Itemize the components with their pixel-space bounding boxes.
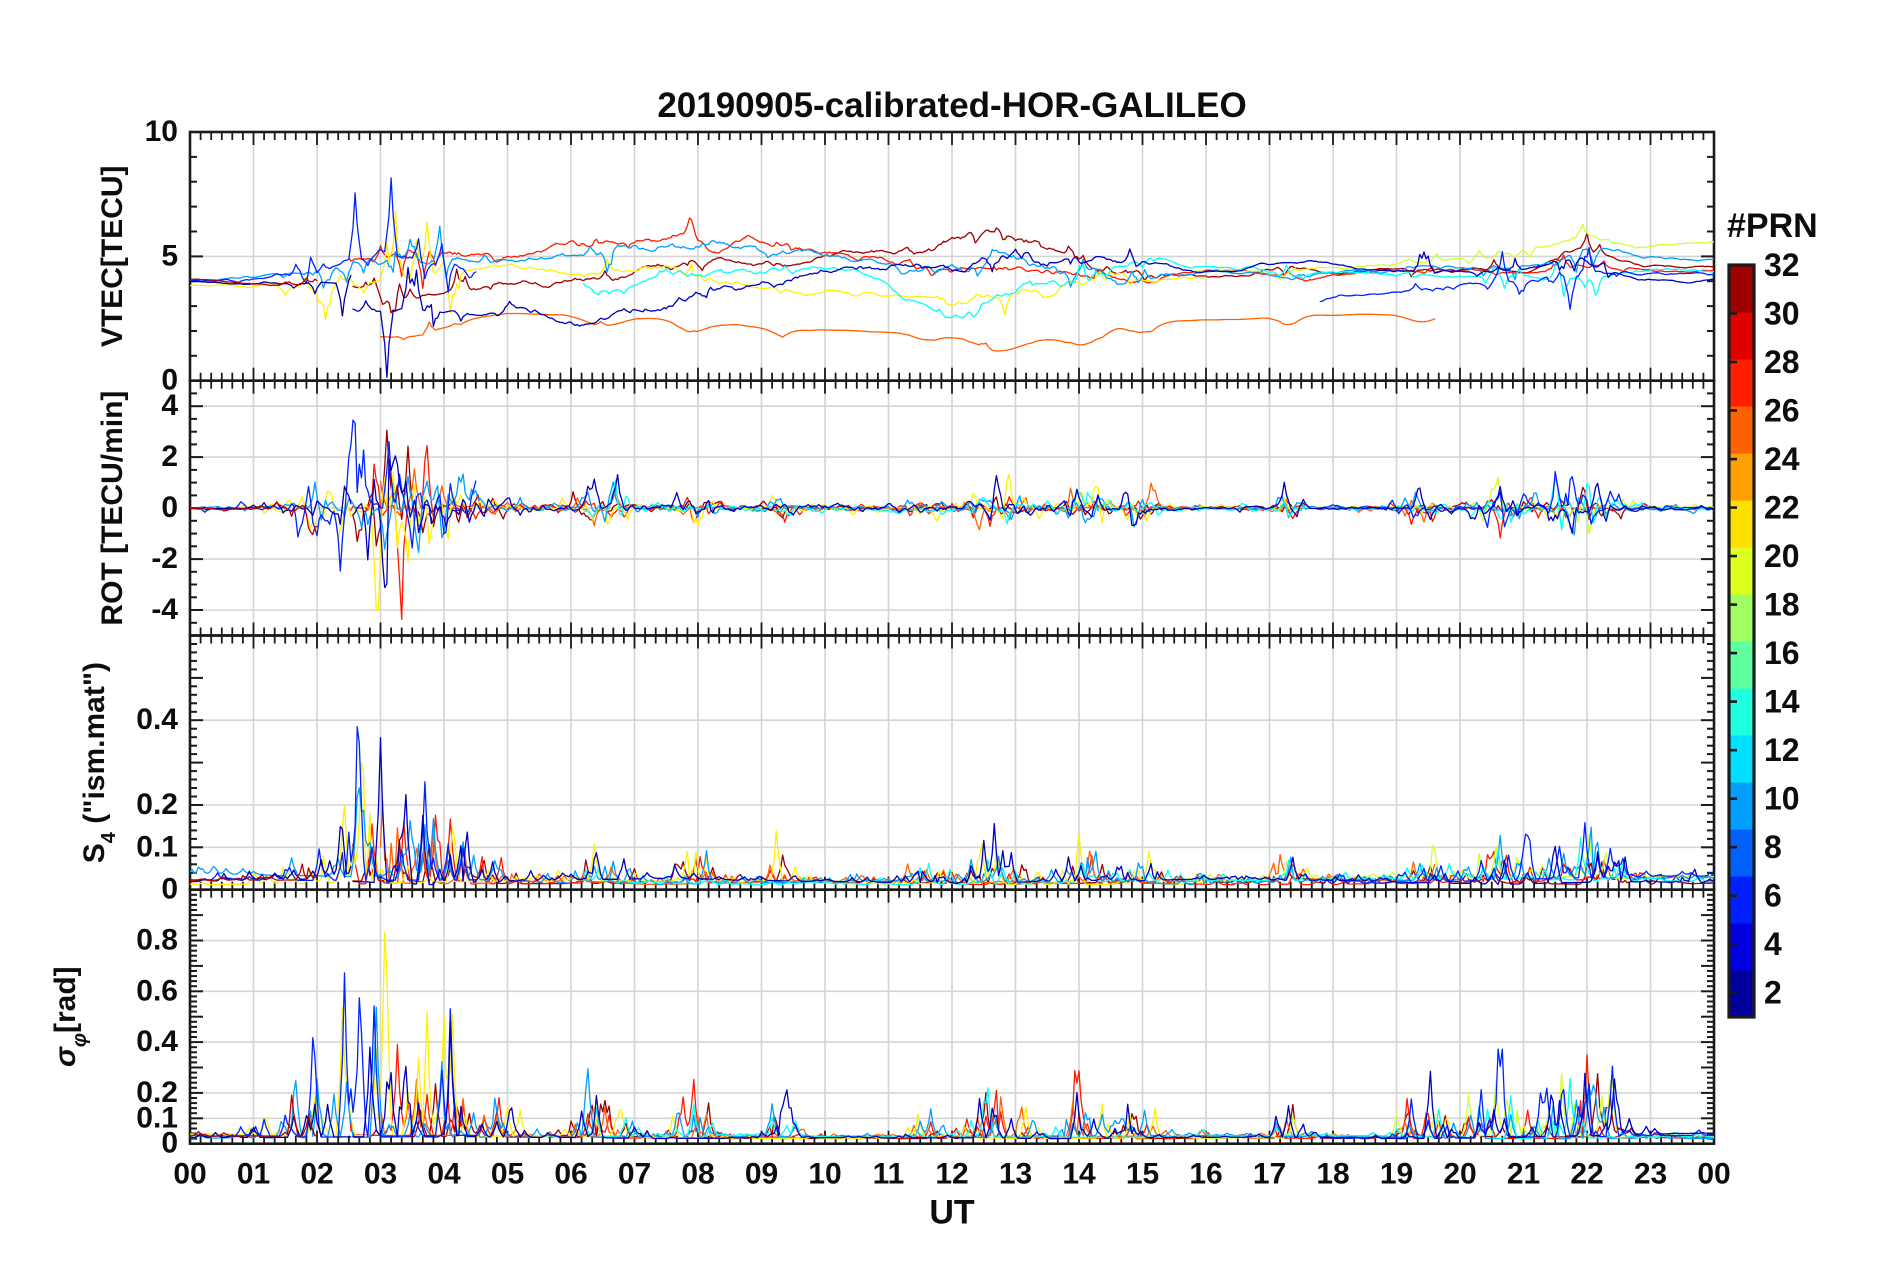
svg-text:03: 03	[364, 1158, 397, 1191]
svg-text:0: 0	[161, 491, 178, 524]
svg-text:26: 26	[1764, 393, 1800, 429]
svg-text:11: 11	[873, 1158, 905, 1191]
svg-text:16: 16	[1764, 635, 1800, 671]
svg-text:06: 06	[554, 1158, 587, 1191]
svg-text:18: 18	[1764, 587, 1800, 623]
svg-text:14: 14	[1062, 1158, 1096, 1191]
svg-text:0.4: 0.4	[136, 703, 178, 736]
svg-text:5: 5	[161, 239, 178, 272]
svg-text:10: 10	[808, 1158, 841, 1191]
svg-text:0.8: 0.8	[136, 924, 178, 957]
svg-text:24: 24	[1764, 441, 1800, 477]
svg-text:00: 00	[173, 1158, 206, 1191]
svg-text:23: 23	[1634, 1158, 1667, 1191]
svg-text:00: 00	[1697, 1158, 1730, 1191]
svg-text:0.1: 0.1	[136, 830, 178, 863]
svg-text:2: 2	[161, 440, 178, 473]
svg-text:02: 02	[300, 1158, 333, 1191]
svg-text:6: 6	[1764, 878, 1782, 914]
svg-text:30: 30	[1764, 296, 1800, 332]
svg-text:18: 18	[1316, 1158, 1349, 1191]
svg-text:10: 10	[145, 115, 178, 148]
svg-text:08: 08	[681, 1158, 714, 1191]
svg-text:0.6: 0.6	[136, 974, 178, 1007]
svg-text:21: 21	[1507, 1158, 1540, 1191]
svg-text:0.4: 0.4	[136, 1025, 178, 1058]
svg-text:32: 32	[1764, 247, 1800, 283]
svg-text:16: 16	[1189, 1158, 1222, 1191]
svg-text:0.2: 0.2	[136, 1076, 178, 1109]
svg-text:20: 20	[1443, 1158, 1476, 1191]
svg-text:04: 04	[427, 1158, 461, 1191]
svg-text:22: 22	[1570, 1158, 1603, 1191]
svg-text:ROT [TECU/min]: ROT [TECU/min]	[96, 391, 129, 626]
svg-text:0.2: 0.2	[136, 788, 178, 821]
svg-text:07: 07	[618, 1158, 651, 1191]
svg-text:28: 28	[1764, 344, 1800, 380]
svg-text:4: 4	[161, 389, 178, 422]
svg-text:VTEC[TECU]: VTEC[TECU]	[96, 166, 129, 348]
svg-text:13: 13	[999, 1158, 1032, 1191]
svg-text:17: 17	[1253, 1158, 1286, 1191]
svg-text:10: 10	[1764, 781, 1800, 817]
svg-text:22: 22	[1764, 490, 1800, 526]
svg-text:14: 14	[1764, 684, 1800, 720]
svg-text:-2: -2	[151, 542, 178, 575]
svg-text:8: 8	[1764, 829, 1782, 865]
svg-text:12: 12	[935, 1158, 968, 1191]
svg-text:15: 15	[1126, 1158, 1159, 1191]
svg-text:0: 0	[161, 873, 178, 906]
svg-text:20: 20	[1764, 538, 1800, 574]
svg-text:2: 2	[1764, 975, 1782, 1011]
svg-text:01: 01	[237, 1158, 270, 1191]
svg-text:20190905-calibrated-HOR-GALILE: 20190905-calibrated-HOR-GALILEO	[657, 86, 1246, 125]
svg-text:4: 4	[1764, 926, 1782, 962]
svg-text:UT: UT	[929, 1194, 975, 1232]
svg-text:12: 12	[1764, 732, 1800, 768]
svg-text:#PRN: #PRN	[1727, 207, 1818, 245]
svg-text:19: 19	[1380, 1158, 1413, 1191]
svg-text:09: 09	[745, 1158, 778, 1191]
svg-text:05: 05	[491, 1158, 524, 1191]
svg-text:-4: -4	[151, 593, 178, 626]
